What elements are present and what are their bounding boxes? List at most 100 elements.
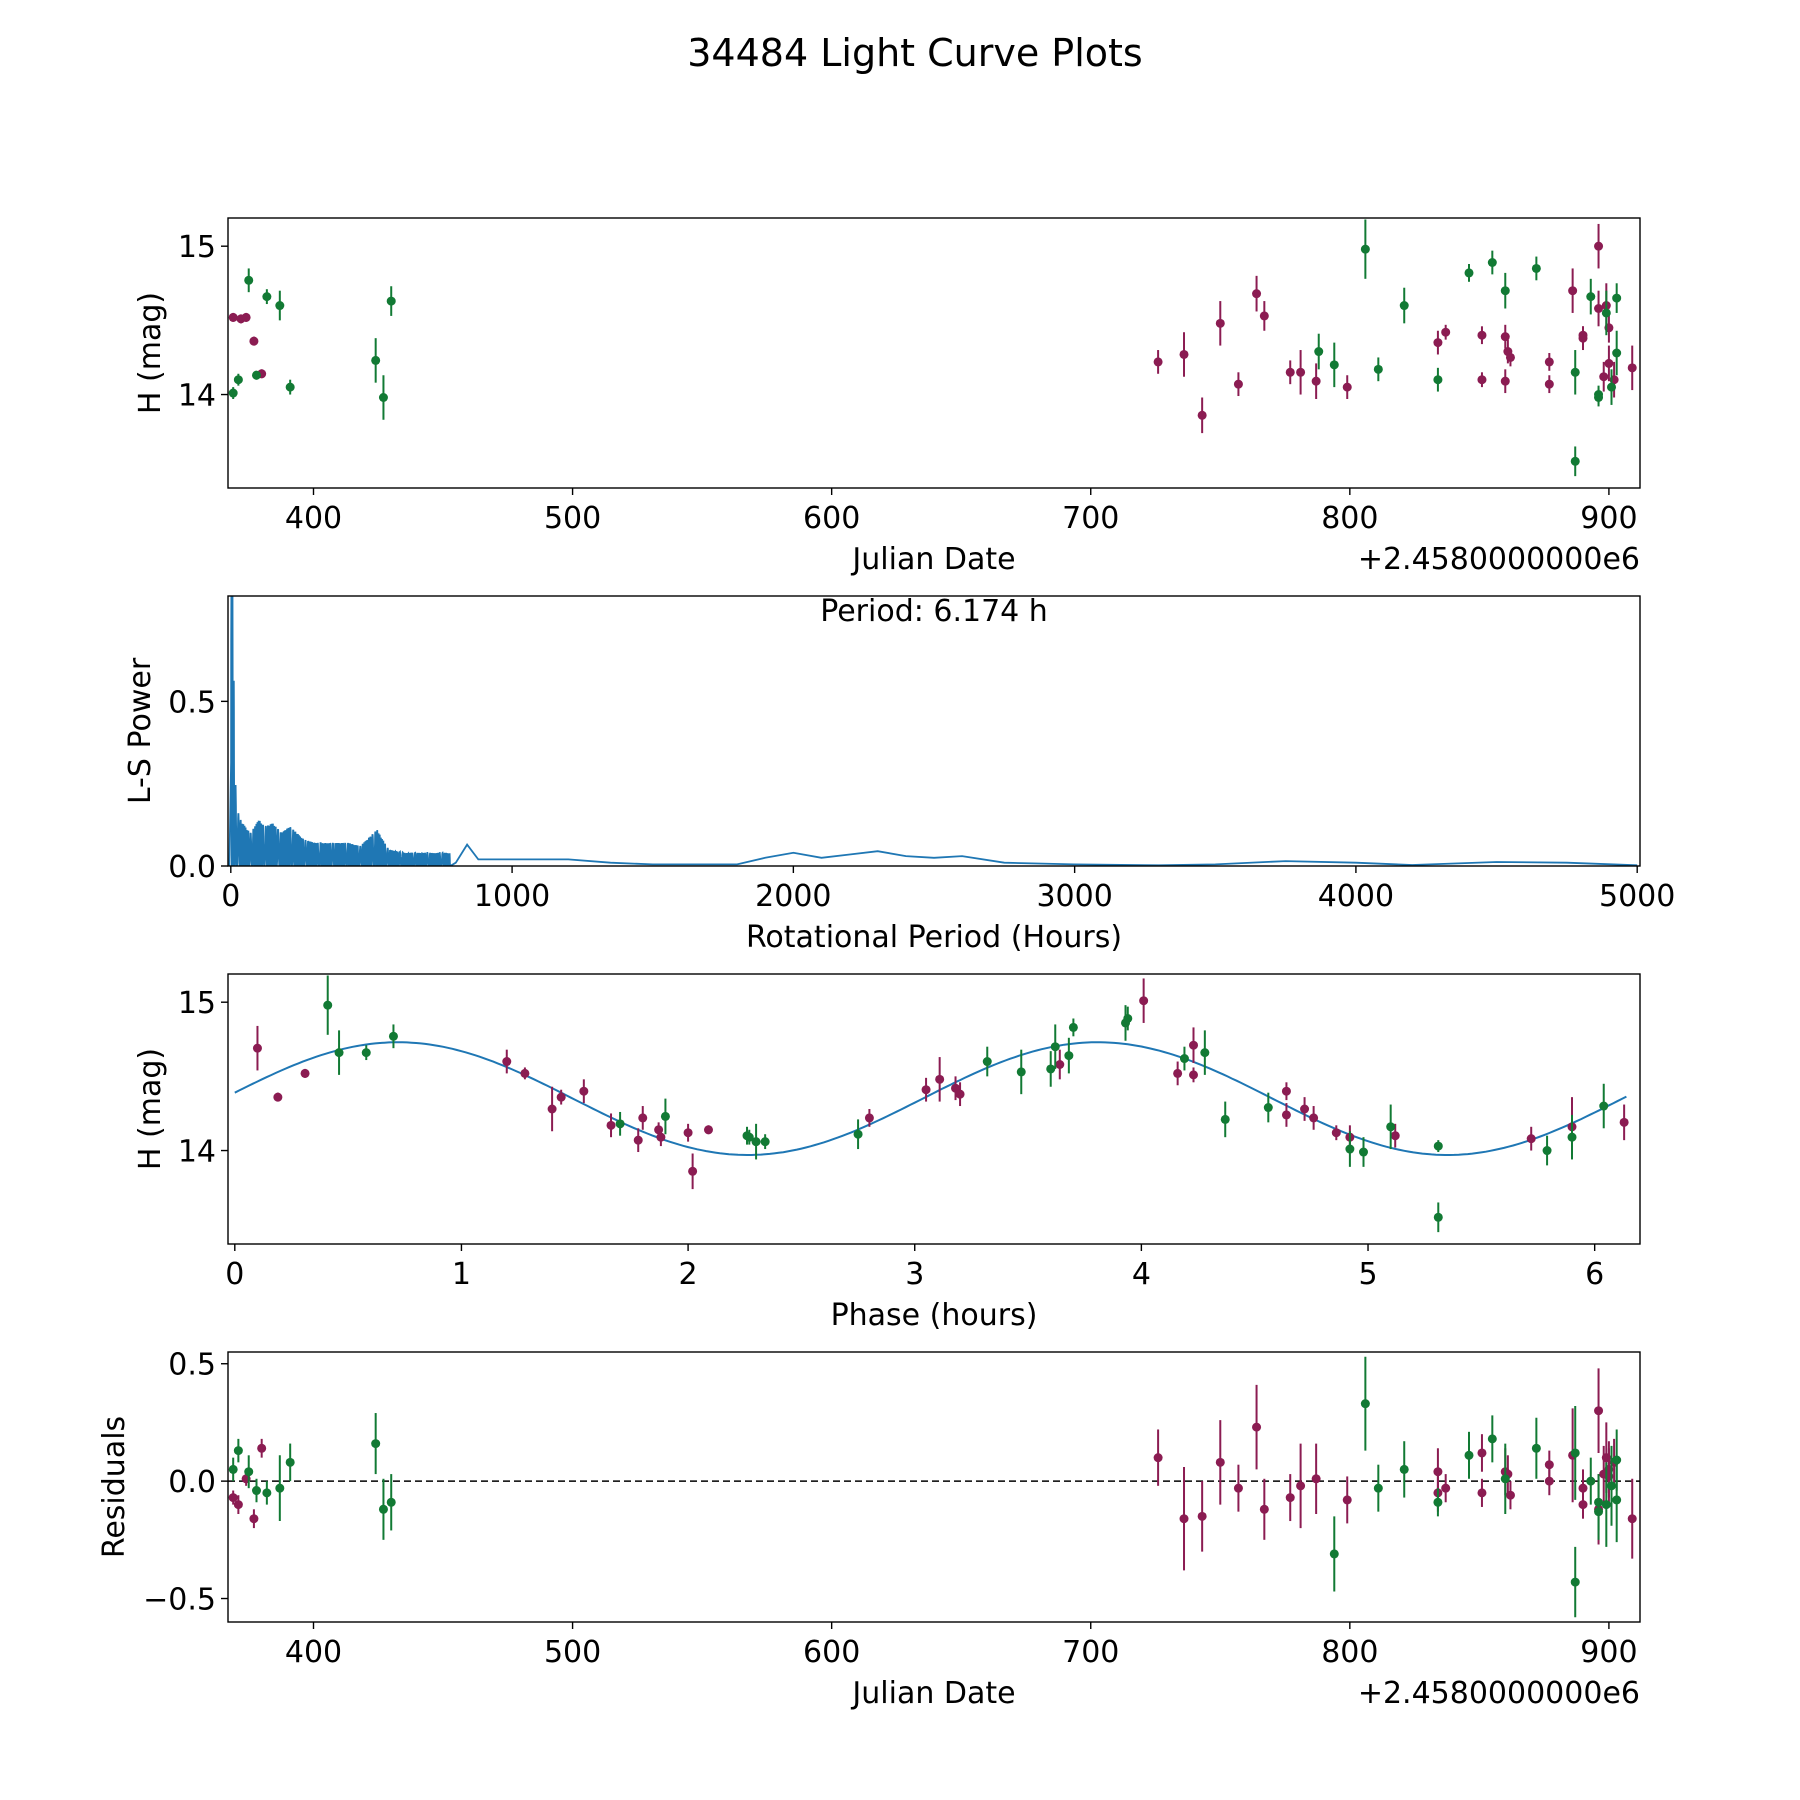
residuals-axes-frame: [227, 1351, 1641, 1623]
y-axis-label: L-S Power: [123, 657, 158, 804]
x-tick-label: 4: [1132, 1257, 1151, 1292]
data-point: [1263, 1103, 1273, 1113]
data-point: [228, 312, 238, 322]
x-tick-label: 800: [1321, 501, 1378, 536]
data-point: [1505, 1490, 1515, 1500]
data-point: [1599, 1101, 1609, 1111]
x-tick-label: 2000: [755, 879, 831, 914]
data-point: [1309, 1113, 1319, 1123]
data-point: [1153, 1453, 1163, 1463]
data-point: [1544, 1460, 1554, 1470]
data-point: [1046, 1064, 1056, 1074]
data-point: [1586, 292, 1596, 302]
data-point: [1627, 363, 1637, 373]
data-point: [1601, 308, 1611, 318]
data-point: [233, 1500, 243, 1510]
data-point: [1570, 367, 1580, 377]
data-point: [1179, 1054, 1189, 1064]
data-point: [1179, 349, 1189, 359]
data-point: [853, 1129, 863, 1139]
x-tick-label: 900: [1580, 501, 1637, 536]
data-point: [1342, 1495, 1352, 1505]
data-point: [285, 382, 295, 392]
data-point: [1570, 1448, 1580, 1458]
data-point: [1311, 376, 1321, 386]
x-tick-label: 0: [225, 1257, 244, 1292]
y-tick-label: 0.5: [168, 1348, 216, 1383]
y-tick-label: 0.0: [168, 850, 216, 885]
data-point: [1259, 1504, 1269, 1514]
data-point: [1390, 1131, 1400, 1141]
data-point: [241, 312, 251, 322]
x-tick-label: 800: [1321, 1635, 1378, 1670]
periodogram-plot-area: [228, 596, 1638, 866]
data-point: [251, 370, 261, 380]
x-tick-label: 2: [679, 1257, 698, 1292]
data-point: [1578, 330, 1588, 340]
data-point: [1477, 375, 1487, 385]
data-point: [1200, 1048, 1210, 1058]
x-tick-label: 900: [1580, 1635, 1637, 1670]
data-point: [1179, 1514, 1189, 1524]
phase-curve-axes-frame: [227, 973, 1641, 1245]
x-tick-label: 600: [803, 1635, 860, 1670]
data-point: [1252, 1422, 1262, 1432]
data-point: [1399, 301, 1409, 311]
data-point: [1252, 289, 1262, 299]
data-point: [388, 1031, 398, 1041]
data-point: [1619, 1117, 1629, 1127]
data-point: [1259, 311, 1269, 321]
data-point: [1627, 1514, 1637, 1524]
periodogram-line: [228, 596, 1638, 866]
light-curve-plot-area: [228, 219, 1637, 477]
data-point: [1599, 372, 1609, 382]
data-point: [1360, 244, 1370, 254]
data-point: [1578, 1500, 1588, 1510]
data-point: [1197, 1511, 1207, 1521]
data-point: [1542, 1146, 1552, 1156]
data-point: [982, 1057, 992, 1067]
data-point: [233, 1446, 243, 1456]
model-fit-curve: [234, 1041, 1627, 1156]
data-point: [1594, 1507, 1604, 1517]
data-point: [1173, 1068, 1183, 1078]
data-point: [1329, 360, 1339, 370]
data-point: [1189, 1070, 1199, 1080]
data-point: [361, 1048, 371, 1058]
data-point: [1487, 1434, 1497, 1444]
data-point: [1464, 1450, 1474, 1460]
x-tick-label: 500: [544, 501, 601, 536]
x-axis-label: Rotational Period (Hours): [746, 920, 1122, 955]
data-point: [1505, 352, 1515, 362]
data-point: [660, 1111, 670, 1121]
series-filter-b: [228, 1356, 1622, 1618]
data-point: [1285, 367, 1295, 377]
data-point: [1433, 1141, 1443, 1151]
data-point: [371, 1439, 381, 1449]
data-point: [1050, 1042, 1060, 1052]
data-point: [633, 1135, 643, 1145]
panel-periodogram: 0 1000 2000 3000 4000 5000 0.0 0.5 Rotational Pe…: [123, 594, 1675, 955]
data-point: [334, 1048, 344, 1058]
data-point: [228, 388, 238, 398]
x-tick-label: 500: [544, 1635, 601, 1670]
data-point: [244, 1467, 254, 1477]
data-point: [257, 1443, 267, 1453]
data-point: [1500, 1474, 1510, 1484]
data-point: [921, 1085, 931, 1095]
data-point: [656, 1132, 666, 1142]
data-point: [262, 292, 272, 302]
data-point: [249, 336, 259, 346]
data-point: [1604, 358, 1614, 368]
data-point: [275, 1483, 285, 1493]
data-point: [1544, 379, 1554, 389]
x-tick-label: 5000: [1599, 879, 1675, 914]
y-axis-label: Residuals: [97, 1416, 132, 1558]
data-point: [1594, 241, 1604, 251]
x-tick-label: 5: [1358, 1257, 1377, 1292]
data-point: [1016, 1067, 1026, 1077]
data-point: [1433, 338, 1443, 348]
data-point: [1500, 286, 1510, 296]
